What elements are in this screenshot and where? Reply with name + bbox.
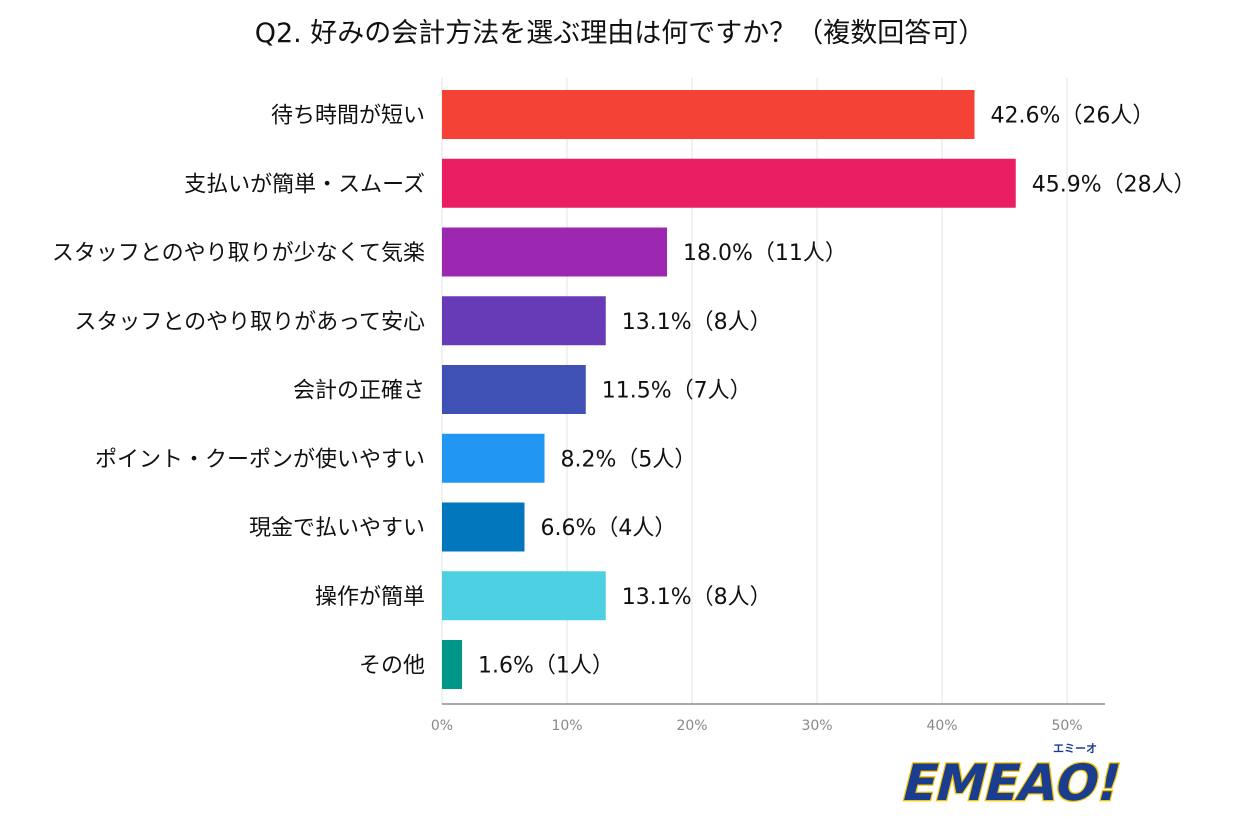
- bar: [442, 90, 975, 139]
- bar: [442, 571, 606, 621]
- bars: [442, 90, 1016, 689]
- logo-text: EMEAO!: [897, 754, 1123, 810]
- x-tick-label: 40%: [926, 718, 957, 734]
- category-label: 会計の正確さ: [293, 379, 425, 404]
- data-label: 1.6%（1人）: [478, 654, 614, 679]
- category-labels: 待ち時間が短い支払いが簡単・スムーズスタッフとのやり取りが少なくて気楽スタッフと…: [52, 104, 425, 679]
- category-label: スタッフとのやり取りが少なくて気楽: [52, 241, 425, 266]
- category-label: その他: [359, 654, 425, 679]
- data-label: 13.1%（8人）: [622, 310, 772, 335]
- data-label: 11.5%（7人）: [602, 379, 752, 404]
- x-tick-label: 0%: [431, 718, 453, 734]
- data-label: 8.2%（5人）: [561, 447, 697, 472]
- x-tick-label: 50%: [1051, 718, 1082, 734]
- category-label: 現金で払いやすい: [249, 516, 425, 541]
- bar: [442, 365, 586, 414]
- category-label: ポイント・クーポンが使いやすい: [95, 447, 425, 472]
- emeao-logo: エミーオ EMEAO!: [893, 738, 1128, 813]
- bar: [442, 296, 606, 346]
- x-tick-label: 20%: [676, 718, 707, 734]
- bar: [442, 158, 1016, 208]
- category-label: 支払いが簡単・スムーズ: [184, 172, 425, 197]
- bar: [442, 502, 525, 552]
- bar: [442, 227, 667, 277]
- data-label: 45.9%（28人）: [1032, 172, 1196, 197]
- category-label: 操作が簡単: [315, 585, 425, 610]
- data-label: 18.0%（11人）: [683, 241, 847, 266]
- logo-kana: エミーオ: [1053, 742, 1097, 755]
- chart-title: Q2. 好みの会計方法を選ぶ理由は何ですか？（複数回答可）: [255, 18, 986, 49]
- value-labels: 42.6%（26人） 45.9%（28人） 18.0%（11人） 13.1%（8人） 1…: [478, 104, 1196, 679]
- bar: [442, 433, 545, 483]
- x-axis-ticks: 0% 10% 20% 30% 40% 50%: [431, 718, 1083, 734]
- bar: [442, 640, 462, 689]
- data-label: 42.6%（26人）: [991, 104, 1155, 129]
- category-label: 待ち時間が短い: [271, 104, 425, 129]
- x-tick-label: 30%: [801, 718, 832, 734]
- data-label: 13.1%（8人）: [622, 585, 772, 610]
- category-label: スタッフとのやり取りがあって安心: [74, 310, 425, 335]
- data-label: 6.6%（4人）: [541, 516, 677, 541]
- logo-icon: エミーオ EMEAO!: [895, 742, 1128, 813]
- x-tick-label: 10%: [551, 718, 582, 734]
